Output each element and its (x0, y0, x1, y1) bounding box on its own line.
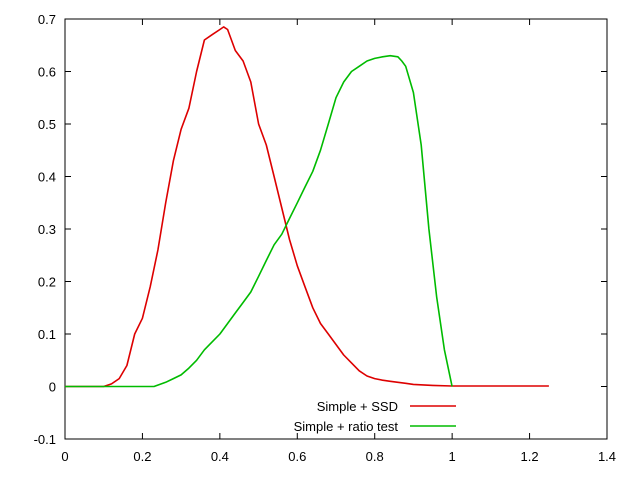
series-line-1 (65, 54, 453, 388)
y-tick-label: 0.7 (38, 12, 56, 27)
y-tick-label: 0.3 (38, 222, 56, 237)
y-tick-label: 0.4 (38, 170, 56, 185)
series-line-0 (65, 26, 549, 388)
x-tick-label: 1.2 (521, 449, 539, 464)
y-tick-label: 0.2 (38, 275, 56, 290)
x-tick-label: 0 (61, 449, 68, 464)
ticks-layer: 0 0.2 0.4 0.6 0.8 1 1.2 1.4 -0.1 0 0.1 0.2 0.3 0.4 0.5… (34, 12, 616, 464)
x-tick-label: 0.6 (288, 449, 306, 464)
legend: Simple + SSD Simple + ratio test (294, 399, 456, 434)
y-tick-label: 0.5 (38, 117, 56, 132)
y-tick-label: -0.1 (34, 432, 56, 447)
plot-frame (64, 18, 608, 440)
legend-label-0: Simple + SSD (317, 399, 398, 414)
legend-label-1: Simple + ratio test (294, 419, 399, 434)
y-tick-label: 0 (49, 380, 56, 395)
series-layer (65, 26, 549, 388)
y-tick-label: 0.6 (38, 65, 56, 80)
x-tick-label: 1.4 (598, 449, 616, 464)
x-tick-label: 1 (449, 449, 456, 464)
x-tick-label: 0.8 (366, 449, 384, 464)
x-tick-label: 0.4 (211, 449, 229, 464)
x-tick-label: 0.2 (133, 449, 151, 464)
y-tick-label: 0.1 (38, 327, 56, 342)
